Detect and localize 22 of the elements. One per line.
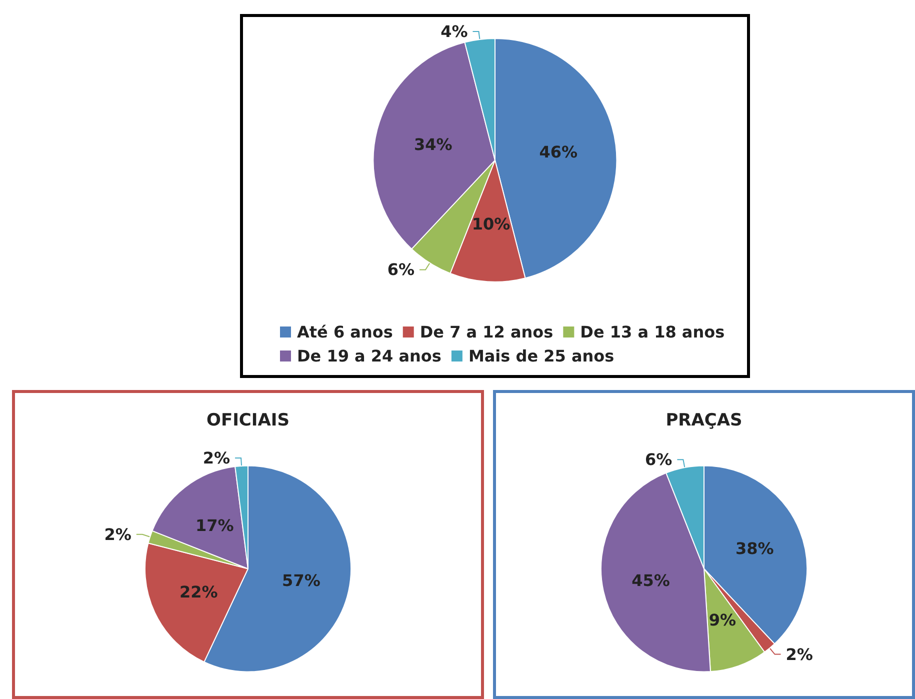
data-label: 17% <box>195 516 234 536</box>
data-label: 45% <box>632 571 670 590</box>
data-label: 46% <box>539 142 578 162</box>
data-label: 38% <box>736 539 774 558</box>
data-label: 22% <box>180 582 218 602</box>
chart-title: PRAÇAS <box>666 410 742 430</box>
data-label: 57% <box>282 571 320 590</box>
data-label: 6% <box>387 260 414 280</box>
legend-label: De 7 a 12 anos <box>420 322 554 342</box>
legend-label: De 19 a 24 anos <box>297 346 442 366</box>
data-label: 2% <box>104 524 132 544</box>
data-label: 6% <box>645 450 672 470</box>
legend-label: Até 6 anos <box>297 322 393 342</box>
legend-label: Mais de 25 anos <box>468 346 614 366</box>
data-label: 34% <box>414 134 452 154</box>
data-label: 10% <box>472 214 510 234</box>
legend-label: De 13 a 18 anos <box>580 322 725 342</box>
data-label: 9% <box>708 610 736 630</box>
chart-title: OFICIAIS <box>206 410 290 430</box>
data-label: 2% <box>202 448 230 468</box>
data-label: 4% <box>440 22 468 42</box>
data-label: 2% <box>786 644 813 664</box>
